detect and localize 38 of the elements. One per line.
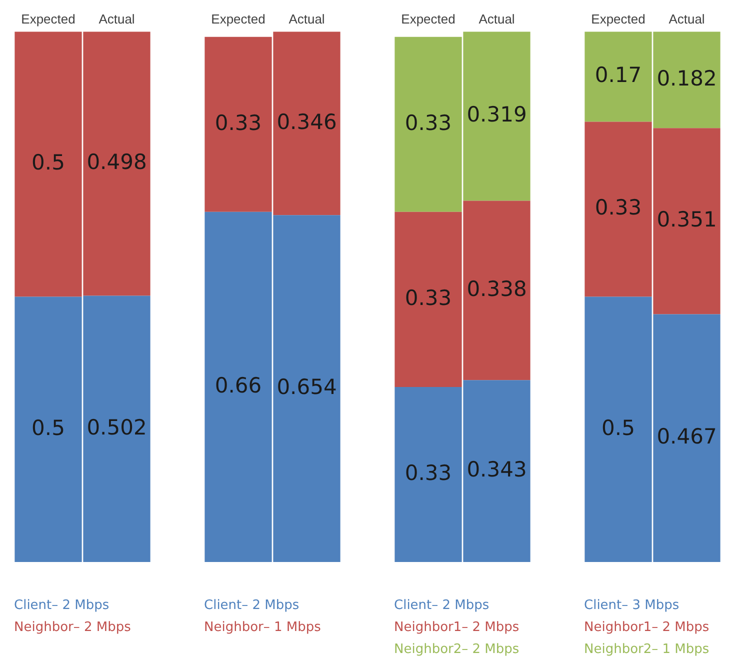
data-label: 0.351 [656, 208, 717, 232]
data-label: 0.343 [466, 457, 527, 482]
data-label: 0.654 [276, 375, 337, 400]
data-label: 0.5 [32, 416, 65, 440]
x-tick-label: Actual [478, 11, 515, 26]
data-label: 0.498 [86, 150, 147, 174]
data-label: 0.33 [404, 460, 452, 485]
x-tick-label: Actual [98, 11, 135, 26]
data-label: 0.17 [594, 63, 642, 88]
text: Neighbor2– 1 Mbps [584, 641, 710, 658]
text: Client– 2 Mbps [14, 597, 110, 615]
text: Client– 3 Mbps [584, 597, 680, 615]
data-label: 0.502 [86, 415, 147, 440]
x-tick-label: Actual [668, 11, 705, 26]
text: Client– 2 Mbps [204, 597, 300, 615]
data-label: 0.319 [466, 102, 527, 127]
x-tick-label: Expected [211, 11, 266, 26]
data-label: 0.66 [214, 373, 262, 398]
data-label: 0.33 [404, 110, 452, 135]
text: Neighbor1– 2 Mbps [584, 619, 710, 637]
text: Client– 2 Mbps [394, 597, 490, 615]
data-label: 0.33 [404, 286, 452, 310]
text: Neighbor– 2 Mbps [14, 619, 131, 637]
data-label: 0.182 [656, 66, 717, 90]
text: Neighbor1– 2 Mbps [394, 619, 520, 637]
x-tick-label: Expected [401, 11, 456, 26]
x-tick-label: Actual [288, 11, 325, 26]
data-label: 0.33 [214, 110, 262, 135]
data-label: 0.5 [602, 416, 635, 440]
text: Neighbor2– 2 Mbps [394, 641, 520, 658]
data-label: 0.33 [594, 196, 642, 220]
data-label: 0.346 [276, 110, 337, 134]
text: Neighbor– 1 Mbps [204, 619, 321, 637]
x-tick-label: Expected [591, 11, 646, 26]
x-tick-label: Expected [21, 11, 76, 26]
data-label: 0.5 [32, 150, 65, 175]
data-label: 0.338 [466, 276, 527, 301]
data-label: 0.467 [656, 424, 717, 449]
